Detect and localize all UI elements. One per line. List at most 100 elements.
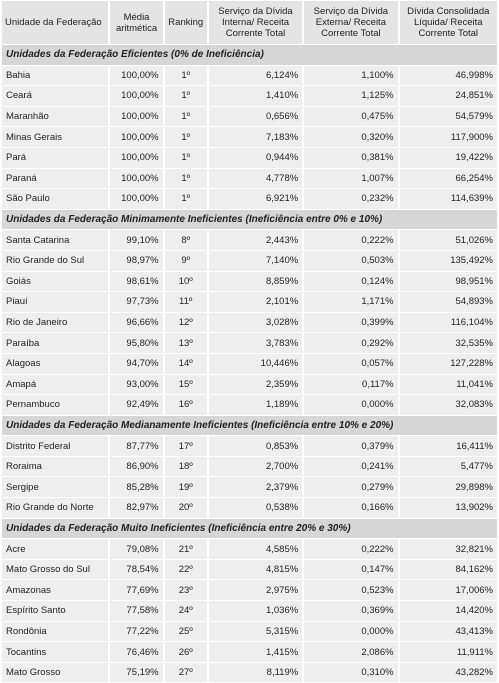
cell: Tocantins bbox=[2, 642, 109, 662]
cell: 100,00% bbox=[110, 65, 163, 86]
cell: 79,08% bbox=[110, 539, 163, 559]
cell: Rio Grande do Sul bbox=[2, 250, 109, 271]
data-row: Piauí 97,73% 11º 2,101% 1,171% 54,893% bbox=[2, 292, 497, 312]
cell: Maranhão bbox=[2, 106, 109, 127]
cell: 78,54% bbox=[110, 559, 163, 580]
cell: 11º bbox=[164, 292, 207, 312]
cell: 14º bbox=[164, 353, 207, 374]
section-title: Unidades da Federação Minimamente Inefic… bbox=[2, 209, 497, 230]
data-row: São Paulo 100,00% 1º 6,921% 0,232% 114,639% bbox=[2, 189, 497, 209]
section-row: Unidades da Federação Medianamente Inefi… bbox=[2, 415, 497, 436]
cell: Rio Grande do Norte bbox=[2, 498, 109, 518]
section-row: Unidades da Federação Minimamente Inefic… bbox=[2, 209, 497, 230]
cell: 0,000% bbox=[304, 395, 398, 415]
data-row: Rio Grande do Sul 98,97% 9º 7,140% 0,503% 135… bbox=[2, 250, 497, 271]
cell: 32,821% bbox=[399, 539, 497, 559]
cell: 66,254% bbox=[399, 168, 497, 189]
data-row: Pará 100,00% 1º 0,944% 0,381% 19,422% bbox=[2, 147, 497, 168]
cell: 100,00% bbox=[110, 168, 163, 189]
cell: Rio de Janeiro bbox=[2, 312, 109, 333]
cell: 0,241% bbox=[304, 456, 398, 477]
cell: Amapá bbox=[2, 374, 109, 395]
cell: 0,000% bbox=[304, 621, 398, 642]
cell: Pernambuco bbox=[2, 395, 109, 415]
data-row: Mato Grosso do Sul 78,54% 22º 4,815% 0,147% 8… bbox=[2, 559, 497, 580]
cell: 0,166% bbox=[304, 498, 398, 518]
cell: 85,28% bbox=[110, 477, 163, 498]
cell: 127,228% bbox=[399, 353, 497, 374]
section-row: Unidades da Federação Eficientes (0% de … bbox=[2, 45, 497, 65]
cell: 2,379% bbox=[208, 477, 303, 498]
header-row: Unidade da Federação Média aritmética Rank… bbox=[2, 1, 497, 44]
cell: 1º bbox=[164, 65, 207, 86]
cell: 97,73% bbox=[110, 292, 163, 312]
cell: 75,19% bbox=[110, 662, 163, 683]
cell: 100,00% bbox=[110, 106, 163, 127]
data-row: Rio Grande do Norte 82,97% 20º 0,538% 0,166%… bbox=[2, 498, 497, 518]
cell: 19º bbox=[164, 477, 207, 498]
data-row: Alagoas 94,70% 14º 10,446% 0,057% 127,228% bbox=[2, 353, 497, 374]
cell: 12º bbox=[164, 312, 207, 333]
cell: 8,859% bbox=[208, 271, 303, 292]
cell: 26º bbox=[164, 642, 207, 662]
cell: 24º bbox=[164, 601, 207, 621]
cell: 0,310% bbox=[304, 662, 398, 683]
cell: Paraná bbox=[2, 168, 109, 189]
cell: 1º bbox=[164, 106, 207, 127]
cell: 5,315% bbox=[208, 621, 303, 642]
cell: 32,535% bbox=[399, 333, 497, 353]
cell: 4,815% bbox=[208, 559, 303, 580]
cell: 24,851% bbox=[399, 86, 497, 106]
cell: 0,853% bbox=[208, 436, 303, 456]
cell: 100,00% bbox=[110, 86, 163, 106]
cell: Ceará bbox=[2, 86, 109, 106]
cell: 95,80% bbox=[110, 333, 163, 353]
cell: Sergipe bbox=[2, 477, 109, 498]
cell: 2,086% bbox=[304, 642, 398, 662]
cell: 93,00% bbox=[110, 374, 163, 395]
data-row: Rondônia 77,22% 25º 5,315% 0,000% 43,413% bbox=[2, 621, 497, 642]
data-row: Roraima 86,90% 18º 2,700% 0,241% 5,477% bbox=[2, 456, 497, 477]
cell: 2,443% bbox=[208, 230, 303, 250]
cell: Rondônia bbox=[2, 621, 109, 642]
cell: 1º bbox=[164, 147, 207, 168]
cell: 135,492% bbox=[399, 250, 497, 271]
cell: 7,140% bbox=[208, 250, 303, 271]
section-row: Unidades da Federação Muito Ineficientes… bbox=[2, 518, 497, 539]
cell: 46,998% bbox=[399, 65, 497, 86]
cell: 16º bbox=[164, 395, 207, 415]
cell: 10º bbox=[164, 271, 207, 292]
data-row: Acre 79,08% 21º 4,585% 0,222% 32,821% bbox=[2, 539, 497, 559]
cell: 0,057% bbox=[304, 353, 398, 374]
cell: 117,900% bbox=[399, 127, 497, 147]
cell: Paraíba bbox=[2, 333, 109, 353]
cell: 98,97% bbox=[110, 250, 163, 271]
cell: 9º bbox=[164, 250, 207, 271]
cell: 15º bbox=[164, 374, 207, 395]
cell: 25º bbox=[164, 621, 207, 642]
header-cell: Unidade da Federação bbox=[2, 1, 109, 44]
cell: 13,902% bbox=[399, 498, 497, 518]
cell: 82,97% bbox=[110, 498, 163, 518]
cell: 54,893% bbox=[399, 292, 497, 312]
header-cell: Dívida Consolidada Líquida/ Receita Corr… bbox=[399, 1, 497, 44]
data-row: Rio de Janeiro 96,66% 12º 3,028% 0,399% 116,1… bbox=[2, 312, 497, 333]
data-row: Sergipe 85,28% 19º 2,379% 0,279% 29,898% bbox=[2, 477, 497, 498]
data-row: Pernambuco 92,49% 16º 1,189% 0,000% 32,083% bbox=[2, 395, 497, 415]
cell: 114,639% bbox=[399, 189, 497, 209]
header-cell: Ranking bbox=[164, 1, 207, 44]
cell: 43,413% bbox=[399, 621, 497, 642]
cell: 1,007% bbox=[304, 168, 398, 189]
data-row: Tocantins 76,46% 26º 1,415% 2,086% 11,911% bbox=[2, 642, 497, 662]
section-title: Unidades da Federação Medianamente Inefi… bbox=[2, 415, 497, 436]
cell: 43,282% bbox=[399, 662, 497, 683]
cell: 11,041% bbox=[399, 374, 497, 395]
cell: 96,66% bbox=[110, 312, 163, 333]
cell: Bahia bbox=[2, 65, 109, 86]
cell: 27º bbox=[164, 662, 207, 683]
cell: 100,00% bbox=[110, 147, 163, 168]
cell: 0,369% bbox=[304, 601, 398, 621]
cell: Distrito Federal bbox=[2, 436, 109, 456]
cell: 1º bbox=[164, 86, 207, 106]
table-body: Unidades da Federação Eficientes (0% de … bbox=[2, 45, 497, 683]
